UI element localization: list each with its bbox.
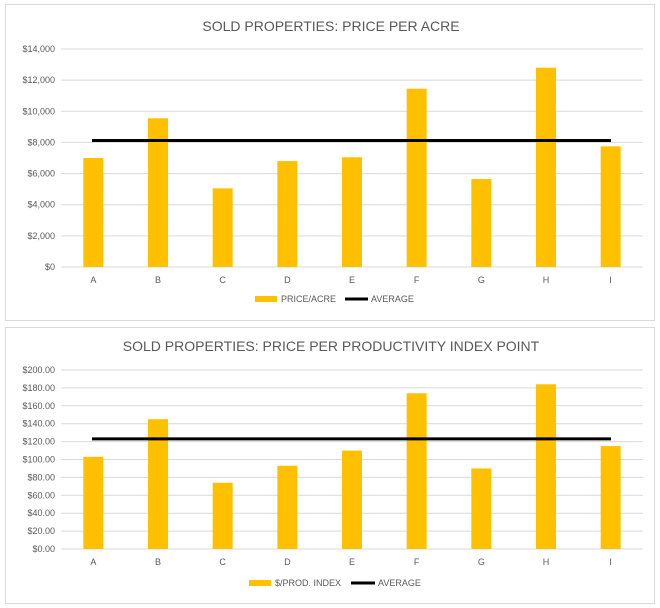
x-tick-label: G bbox=[478, 275, 485, 285]
bar-f bbox=[406, 88, 427, 267]
y-tick-label: $60.00 bbox=[27, 490, 55, 500]
x-tick-label: E bbox=[349, 557, 355, 567]
x-tick-label: G bbox=[478, 557, 485, 567]
bar-d bbox=[277, 465, 298, 549]
x-tick-label: C bbox=[219, 557, 226, 567]
legend-label-bar: $/PROD. INDEX bbox=[275, 578, 341, 588]
y-tick-label: $160.00 bbox=[22, 401, 55, 411]
chart-title: SOLD PROPERTIES: PRICE PER PRODUCTIVITY … bbox=[123, 338, 540, 354]
y-tick-label: $0 bbox=[45, 262, 55, 272]
x-tick-label: A bbox=[90, 557, 96, 567]
y-tick-label: $2,000 bbox=[27, 231, 55, 241]
bar-i bbox=[600, 446, 621, 549]
x-tick-label: B bbox=[155, 275, 161, 285]
y-tick-label: $200.00 bbox=[22, 365, 55, 375]
x-tick-label: E bbox=[349, 275, 355, 285]
x-tick-label: D bbox=[284, 557, 291, 567]
legend-bar-swatch bbox=[249, 580, 271, 586]
y-tick-label: $80.00 bbox=[27, 472, 55, 482]
bar-h bbox=[536, 384, 556, 549]
bar-a bbox=[83, 158, 104, 267]
y-tick-label: $8,000 bbox=[27, 137, 55, 147]
bar-b bbox=[148, 419, 168, 549]
bar-e bbox=[342, 157, 362, 267]
x-tick-label: D bbox=[284, 275, 291, 285]
chart-title: SOLD PROPERTIES: PRICE PER ACRE bbox=[202, 18, 459, 34]
chart-panel-price-per-acre: SOLD PROPERTIES: PRICE PER ACRE $0 $2,000 $… bbox=[5, 4, 655, 321]
bar-c bbox=[212, 482, 233, 549]
y-tick-label: $6,000 bbox=[27, 169, 55, 179]
y-tick-label: $100.00 bbox=[22, 455, 55, 465]
x-tick-label: B bbox=[155, 557, 161, 567]
legend-label-average: AVERAGE bbox=[378, 578, 421, 588]
bar-i bbox=[600, 146, 621, 267]
x-tick-label: I bbox=[609, 275, 612, 285]
bar-g bbox=[471, 179, 492, 267]
x-tick-label: H bbox=[543, 275, 550, 285]
y-tick-label: $140.00 bbox=[22, 419, 55, 429]
y-tick-label: $10,000 bbox=[22, 106, 55, 116]
x-tick-label: F bbox=[414, 275, 420, 285]
bar-d bbox=[277, 161, 298, 267]
y-tick-label: $20.00 bbox=[27, 526, 55, 536]
legend-bar-swatch bbox=[255, 296, 277, 302]
y-tick-label: $180.00 bbox=[22, 383, 55, 393]
bar-a bbox=[83, 456, 104, 549]
bar-b bbox=[148, 118, 168, 268]
y-tick-label: $4,000 bbox=[27, 200, 55, 210]
x-tick-label: A bbox=[90, 275, 96, 285]
legend-label-bar: PRICE/ACRE bbox=[281, 294, 336, 304]
y-tick-label: $120.00 bbox=[22, 437, 55, 447]
bar-h bbox=[536, 67, 556, 267]
x-tick-label: H bbox=[543, 557, 550, 567]
chart-svg: SOLD PROPERTIES: PRICE PER PRODUCTIVITY … bbox=[22, 338, 643, 588]
bar-e bbox=[342, 450, 362, 549]
chart-svg: SOLD PROPERTIES: PRICE PER ACRE $0 $2,000 $… bbox=[22, 18, 643, 304]
y-tick-label: $0.00 bbox=[32, 544, 55, 554]
x-tick-label: I bbox=[609, 557, 612, 567]
y-tick-label: $12,000 bbox=[22, 75, 55, 85]
bar-c bbox=[212, 188, 233, 267]
chart-panel-price-per-productivity-index: SOLD PROPERTIES: PRICE PER PRODUCTIVITY … bbox=[5, 327, 655, 604]
y-tick-label: $40.00 bbox=[27, 508, 55, 518]
x-tick-label: F bbox=[414, 557, 420, 567]
x-tick-label: C bbox=[219, 275, 226, 285]
legend-label-average: AVERAGE bbox=[371, 294, 414, 304]
bar-f bbox=[406, 393, 427, 549]
bar-g bbox=[471, 468, 492, 549]
y-tick-label: $14,000 bbox=[22, 44, 55, 54]
